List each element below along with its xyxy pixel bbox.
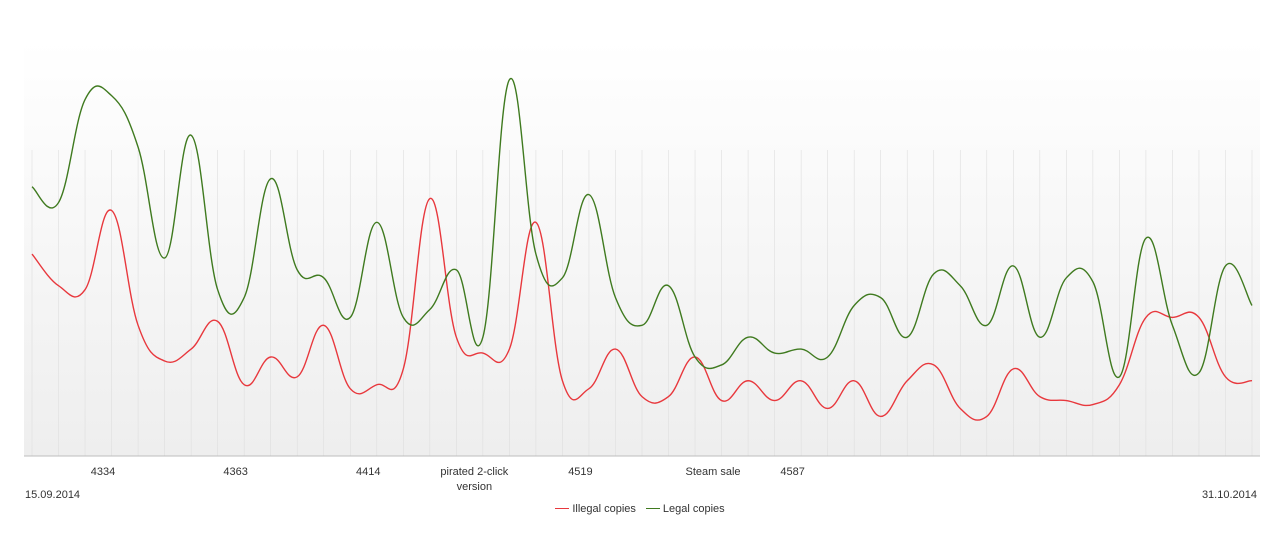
annotation-label-line2: version: [457, 481, 492, 493]
legend-label: Illegal copies: [572, 503, 636, 515]
series-line-legal-copies: [31, 77, 1253, 378]
series-layer: [31, 77, 1253, 421]
annotation-label: 4587: [780, 466, 804, 478]
annotation-label: 4363: [223, 466, 247, 478]
series-line-illegal-copies: [31, 197, 1253, 421]
annotation-label: 4414: [356, 466, 380, 478]
annotation-label: pirated 2-click: [440, 466, 508, 478]
legend: Illegal copies Legal copies: [0, 503, 1280, 515]
x-tick-end-date: 31.10.2014: [1202, 489, 1257, 501]
annotation-label: Steam sale: [686, 466, 741, 478]
x-tick-layer: 15.09.2014 31.10.2014: [25, 489, 1257, 501]
annotation-label: 4519: [568, 466, 592, 478]
legend-swatch: [555, 507, 570, 509]
x-tick-start-date: 15.09.2014: [25, 489, 80, 501]
legend-item-illegal-copies: Illegal copies: [555, 503, 636, 515]
annotation-label: 4334: [91, 466, 115, 478]
legend-label: Legal copies: [662, 503, 725, 515]
legend-swatch: [645, 507, 660, 509]
grid-lines: [31, 150, 1253, 456]
annotation-layer: 4334 4363 4414 pirated 2-click version 4519 St…: [91, 466, 805, 493]
legend-item-legal-copies: Legal copies: [645, 503, 725, 515]
